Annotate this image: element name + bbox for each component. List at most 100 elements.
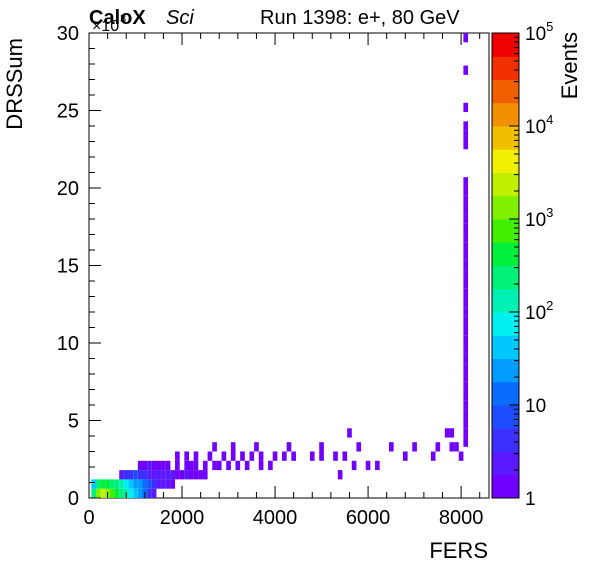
heatmap-cell bbox=[402, 451, 408, 461]
heatmap-cell bbox=[463, 307, 469, 317]
heatmap-cell bbox=[193, 460, 199, 471]
colorbar-tick-exponent: 2 bbox=[546, 298, 553, 313]
heatmap-cell bbox=[95, 488, 101, 498]
x-tick-label: 8000 bbox=[439, 507, 484, 529]
colorbar-segment bbox=[492, 405, 519, 429]
heatmap-cell bbox=[291, 451, 296, 461]
run-label: Run 1398: e+, 80 GeV bbox=[260, 7, 460, 29]
heatmap-cell bbox=[100, 479, 106, 489]
colorbar-segment bbox=[492, 474, 519, 499]
x-tick-label: 0 bbox=[83, 507, 94, 529]
heatmap-cell bbox=[147, 460, 152, 471]
heatmap-cell bbox=[142, 470, 148, 480]
heatmap-cell bbox=[184, 451, 189, 461]
heatmap-cell bbox=[463, 325, 469, 336]
heatmap-cell bbox=[184, 460, 189, 471]
colorbar-segment bbox=[492, 358, 519, 383]
heatmap-cell bbox=[128, 488, 134, 498]
heatmap-cell bbox=[458, 451, 464, 461]
heatmap-cell bbox=[161, 479, 166, 489]
heatmap-cell bbox=[133, 479, 138, 489]
brand-label: CaloX bbox=[89, 7, 146, 29]
heatmap-cell bbox=[165, 470, 171, 480]
heatmap-cell bbox=[147, 470, 152, 480]
heatmap-cell bbox=[463, 418, 469, 429]
heatmap-cell bbox=[230, 442, 236, 452]
heatmap-cell bbox=[212, 460, 217, 471]
heatmap-cell bbox=[207, 451, 213, 461]
heatmap-cell bbox=[333, 451, 338, 461]
heatmap-cell bbox=[463, 391, 469, 401]
x-tick-label: 6000 bbox=[346, 507, 391, 529]
heatmap-cell bbox=[244, 460, 250, 471]
heatmap-cell bbox=[258, 451, 264, 461]
heatmap-cell bbox=[463, 195, 469, 206]
y-multiplier-base: ×10 bbox=[92, 18, 119, 35]
colorbar-segment bbox=[492, 33, 519, 57]
colorbar-segment bbox=[492, 79, 519, 104]
colorbar-segment bbox=[492, 265, 519, 290]
heatmap-cell bbox=[235, 460, 241, 471]
heatmap-cell bbox=[272, 451, 278, 461]
heatmap-cell bbox=[202, 470, 208, 480]
heatmap-cell bbox=[430, 451, 436, 461]
heatmap-cell bbox=[151, 479, 157, 489]
heatmap-cell bbox=[151, 488, 157, 498]
colorbar-segment bbox=[492, 288, 519, 313]
heatmap-cell bbox=[212, 442, 217, 452]
heatmap-cell bbox=[463, 214, 469, 224]
heatmap-cell bbox=[463, 400, 469, 410]
heatmap-cell bbox=[147, 488, 152, 498]
y-tick-label: 0 bbox=[68, 488, 79, 510]
heatmap-cell bbox=[463, 298, 469, 308]
heatmap-cell bbox=[137, 488, 143, 498]
colorbar-segment bbox=[492, 335, 519, 359]
heatmap-cell bbox=[156, 460, 162, 471]
heatmap-cell bbox=[463, 130, 469, 140]
heatmap-cell bbox=[351, 460, 357, 471]
heatmap-cell bbox=[463, 223, 469, 233]
y-tick-label: 10 bbox=[57, 333, 79, 355]
heatmap-cell bbox=[161, 470, 166, 480]
heatmap-cell bbox=[147, 479, 152, 489]
heatmap-cell bbox=[109, 488, 115, 498]
heatmap-cell bbox=[463, 409, 469, 419]
heatmap-cell bbox=[128, 479, 134, 489]
heatmap-cell bbox=[258, 460, 264, 471]
heatmap-cells bbox=[91, 33, 469, 498]
colorbar-segment bbox=[492, 56, 519, 80]
heatmap-cell bbox=[463, 205, 469, 215]
heatmap-cell bbox=[119, 470, 124, 480]
heatmap-cell bbox=[230, 451, 236, 461]
colorbar-tick-label: 10 bbox=[525, 396, 546, 417]
heatmap-cell bbox=[463, 33, 469, 43]
heatmap-cell bbox=[189, 460, 194, 471]
colorbar-tick-label: 105 bbox=[525, 19, 553, 45]
heatmap-cell bbox=[226, 460, 231, 471]
colorbar-tick-label: 104 bbox=[525, 112, 553, 138]
heatmap-cell bbox=[454, 442, 459, 452]
heatmap-cell bbox=[91, 479, 96, 489]
heatmap-cell bbox=[95, 479, 101, 489]
x-axis: 0 2000 4000 6000 8000 bbox=[83, 33, 483, 529]
heatmap-cell bbox=[184, 470, 189, 480]
heatmap-cell bbox=[216, 460, 222, 471]
heatmap-cell bbox=[170, 470, 176, 480]
y-multiplier-exp: 3 bbox=[120, 13, 126, 25]
colorbar-segment bbox=[492, 312, 519, 336]
y-tick-label: 20 bbox=[57, 178, 79, 200]
heatmap-cell bbox=[119, 479, 124, 489]
heatmap-cell bbox=[463, 353, 469, 364]
heatmap-cell bbox=[105, 479, 110, 489]
heatmap-cell bbox=[463, 363, 469, 373]
heatmap-cell bbox=[109, 479, 115, 489]
heatmap-cell bbox=[444, 428, 450, 438]
y-tick-label: 15 bbox=[57, 256, 79, 278]
colorbar bbox=[491, 32, 520, 499]
heatmap-cell bbox=[114, 488, 120, 498]
colorbar-segment bbox=[492, 126, 519, 150]
heatmap-cell bbox=[91, 488, 96, 498]
y-tick-label: 30 bbox=[57, 23, 79, 45]
heatmap-cell bbox=[337, 470, 343, 480]
